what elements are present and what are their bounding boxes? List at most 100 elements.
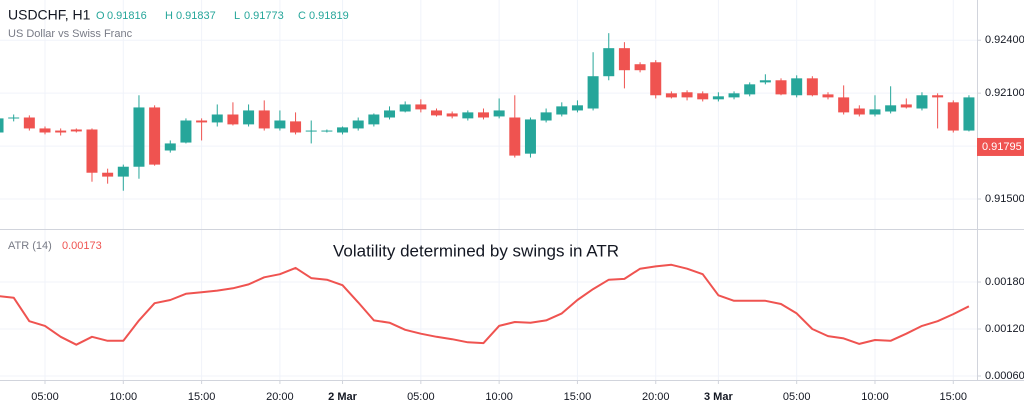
candle-body <box>634 64 646 71</box>
candle-body <box>321 130 333 132</box>
y-tick-label: 0.92100 <box>985 87 1024 99</box>
y-tick-label: 0.92400 <box>985 34 1024 46</box>
candle-body <box>759 80 771 83</box>
candle-body <box>0 118 4 133</box>
candle-body <box>70 129 82 132</box>
candle-body <box>885 105 897 112</box>
candle-body <box>791 78 803 96</box>
x-tick-label: 05:00 <box>407 391 435 403</box>
candle-body <box>556 106 568 115</box>
y-tick-label: 0.91500 <box>985 193 1024 205</box>
candle-body <box>822 94 834 98</box>
candle-body <box>352 120 364 129</box>
indicator-value: 0.00173 <box>62 240 102 252</box>
candle-body <box>431 110 442 116</box>
annotation: Volatility determined by swings in ATR <box>333 241 619 260</box>
candle-body <box>133 107 145 167</box>
candle-body <box>869 109 881 115</box>
x-tick-label: 20:00 <box>642 391 670 403</box>
candle-body <box>728 93 740 98</box>
legend-value: 0.91773 <box>244 10 284 22</box>
legend-key: L <box>234 10 240 22</box>
candle-body <box>290 121 302 133</box>
candles <box>0 33 975 191</box>
x-tick-label: 2 Mar <box>328 391 357 403</box>
candle-body <box>853 108 865 115</box>
legend-value: 0.91816 <box>107 10 147 22</box>
candle-body <box>963 97 975 131</box>
candle-body <box>196 120 208 123</box>
candle-body <box>258 110 270 129</box>
candle-body <box>838 97 850 113</box>
candle-body <box>477 112 489 118</box>
candle-body <box>274 120 286 129</box>
x-tick-label: 3 Mar <box>704 391 733 403</box>
candle-body <box>509 117 521 156</box>
last-price-tag <box>977 137 1024 156</box>
candle-body <box>8 117 20 119</box>
candle-body <box>900 104 912 108</box>
symbol-title: USDCHF, H1 <box>8 7 91 23</box>
x-tick-label: 05:00 <box>783 391 811 403</box>
x-tick-label: 10:00 <box>861 391 889 403</box>
candle-body <box>446 113 458 117</box>
candle-body <box>243 110 255 125</box>
candle-body <box>916 95 928 109</box>
y-tick-label: 0.00120 <box>985 323 1024 335</box>
candle-body <box>39 128 51 133</box>
candle-body <box>571 105 583 111</box>
indicator-title: ATR (14) <box>8 240 52 252</box>
atr-panel <box>0 263 970 346</box>
candle-body <box>23 117 35 129</box>
candle-body <box>932 95 944 98</box>
candle-body <box>947 102 959 131</box>
candle-body <box>227 114 239 125</box>
legend-value: 0.91819 <box>309 10 349 22</box>
symbol-subtitle: US Dollar vs Swiss Franc <box>8 28 133 40</box>
candle-body <box>305 130 317 132</box>
candle-body <box>337 127 349 133</box>
candle-body <box>493 110 505 117</box>
candle-body <box>618 48 630 71</box>
x-tick-label: 05:00 <box>31 391 59 403</box>
atr-line <box>0 263 970 346</box>
candle-body <box>149 107 161 165</box>
candle-body <box>117 166 129 177</box>
last-price-label: 0.91795 <box>982 141 1022 153</box>
candle-body <box>744 84 756 95</box>
candle-body <box>540 112 552 121</box>
candle-body <box>681 92 693 98</box>
candle-body <box>462 112 474 119</box>
y-tick-label: 0.00180 <box>985 276 1024 288</box>
candle-body <box>55 130 67 133</box>
candle-body <box>399 104 411 112</box>
x-tick-label: 10:00 <box>485 391 513 403</box>
candle-body <box>102 172 114 177</box>
candle-body <box>665 93 677 98</box>
legend-key: H <box>165 10 173 22</box>
grid <box>0 0 977 380</box>
x-tick-label: 15:00 <box>564 391 592 403</box>
candle-body <box>603 48 615 77</box>
candle-body <box>775 80 787 95</box>
candle-body <box>415 104 427 110</box>
x-tick-label: 20:00 <box>266 391 294 403</box>
x-tick-label: 15:00 <box>940 391 968 403</box>
candle-body <box>180 120 192 143</box>
x-tick-label: 15:00 <box>188 391 216 403</box>
candle-body <box>211 114 223 123</box>
candle-body <box>368 114 380 125</box>
candle-body <box>524 119 536 154</box>
candle-body <box>86 129 98 173</box>
candle-body <box>587 76 599 109</box>
x-tick-label: 10:00 <box>110 391 138 403</box>
candle-body <box>384 110 396 118</box>
candle-body <box>650 62 662 96</box>
legend-key: O <box>96 10 105 22</box>
y-tick-label: 0.00060 <box>985 370 1024 382</box>
axes: 0.924000.921000.918000.915000.001800.001… <box>31 34 1024 403</box>
legend-key: C <box>298 10 306 22</box>
legend-value: 0.91837 <box>176 10 216 22</box>
